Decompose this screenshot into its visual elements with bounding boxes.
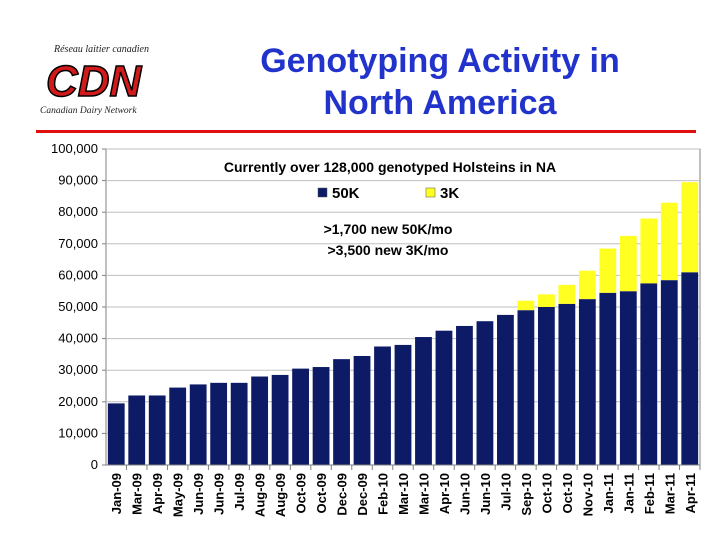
bar-50k (640, 283, 658, 465)
bar-50k (189, 384, 207, 465)
y-tick-label: 60,000 (58, 267, 98, 282)
x-tick-label: Nov-10 (580, 473, 595, 516)
y-tick-label: 70,000 (58, 236, 98, 251)
x-tick-label: Mar-09 (130, 473, 145, 515)
title-divider (36, 130, 696, 133)
x-tick-label: Sep-10 (519, 473, 534, 516)
logo-mark-text: CDN (46, 57, 143, 104)
x-tick-label: Apr-09 (150, 473, 165, 514)
bar-3k (681, 182, 699, 273)
x-tick-label: Mar-10 (396, 473, 411, 515)
bar-3k (660, 202, 678, 281)
bar-50k (292, 368, 309, 465)
bar-50k (497, 314, 514, 465)
x-tick-label: Oct-09 (294, 473, 309, 513)
x-tick-label: Feb-10 (376, 473, 391, 515)
x-tick-label: Jan-09 (109, 473, 124, 514)
y-tick-label: 10,000 (58, 425, 98, 440)
bar-50k (312, 367, 330, 465)
bar-50k (660, 280, 678, 465)
bar-50k (148, 395, 166, 465)
bar-50k (476, 321, 494, 465)
x-tick-label: Jul-09 (232, 473, 247, 511)
bar-3k (619, 235, 637, 292)
x-tick-label: Oct-10 (560, 473, 575, 513)
note-50k-rate: >1,700 new 50K/mo (324, 221, 453, 237)
bar-50k (558, 303, 576, 465)
bar-3k (599, 248, 617, 293)
bar-3k (640, 218, 658, 284)
logo-tagline-french: Réseau laitier canadien (54, 44, 149, 55)
note-3k-rate: >3,500 new 3K/mo (327, 242, 448, 258)
y-tick-label: 100,000 (51, 141, 98, 156)
x-tick-label: Jun-09 (191, 473, 206, 515)
cdn-logo-mark: CDN (45, 56, 143, 104)
bar-50k (251, 376, 269, 465)
x-tick-label: Feb-11 (642, 473, 657, 514)
page-title: Genotyping Activity in North America (220, 40, 660, 124)
x-tick-label: Mar-11 (662, 473, 677, 514)
legend-swatch (317, 187, 328, 198)
bar-50k (333, 359, 350, 465)
chart-legend: 50K 3K (317, 185, 459, 202)
bar-3k (578, 270, 596, 300)
bar-50k (599, 292, 617, 465)
x-tick-label: May-09 (171, 473, 186, 517)
y-tick-label: 50,000 (58, 299, 98, 314)
x-tick-label: Jul-10 (498, 473, 513, 511)
x-tick-label: Aug-09 (253, 473, 268, 517)
bar-50k (169, 387, 187, 465)
bar-3k (537, 294, 555, 307)
bar-50k (619, 291, 637, 465)
x-tick-label: Oct-09 (314, 473, 329, 513)
x-tick-label: Dec-09 (355, 473, 370, 516)
x-tick-label: Jun-09 (212, 473, 227, 515)
title-line-2: North America (323, 84, 557, 122)
logo-tagline-english: Canadian Dairy Network (40, 106, 137, 116)
y-tick-label: 30,000 (58, 362, 98, 377)
x-axis: Jan-09 Mar-09 Apr-09 May-09 Jun-09 Jun-09 Jul-… (106, 464, 701, 517)
x-tick-label: Mar-10 (416, 473, 431, 515)
y-tick-label: 20,000 (58, 394, 98, 409)
bar-50k (394, 344, 412, 465)
bar-50k (435, 330, 453, 465)
x-tick-label: Apr-10 (437, 473, 452, 514)
bar-50k (456, 325, 473, 465)
bar-50k (107, 403, 125, 465)
bars (107, 182, 699, 465)
bar-50k (271, 374, 289, 465)
x-tick-label: Dec-09 (335, 473, 350, 516)
x-tick-label: Jun-10 (457, 473, 472, 515)
cdn-logo: Réseau laitier canadien CDN Canadian Dai… (36, 44, 176, 120)
bar-50k (517, 310, 535, 465)
x-tick-label: Aug-09 (273, 473, 288, 517)
y-tick-label: 0 (91, 457, 98, 472)
legend-label: 3K (440, 185, 459, 202)
y-axis: 0 10,000 20,000 30,000 40,000 50,000 60,000 70,… (51, 141, 106, 472)
chart-annotation: Currently over 128,000 genotyped Holstei… (224, 159, 556, 175)
title-line-1: Genotyping Activity in (260, 42, 620, 80)
y-tick-label: 90,000 (58, 173, 98, 188)
y-tick-label: 40,000 (58, 331, 98, 346)
bar-50k (353, 355, 371, 465)
x-tick-label: Apr-11 (683, 473, 698, 513)
legend-label: 50K (332, 185, 360, 202)
bar-50k (681, 272, 699, 465)
x-tick-label: Jan-11 (621, 473, 636, 513)
bar-3k (558, 284, 576, 304)
bar-50k (374, 346, 391, 465)
legend-swatch (425, 187, 436, 198)
bar-50k (537, 307, 555, 465)
bar-50k (230, 382, 248, 465)
y-tick-label: 80,000 (58, 204, 98, 219)
bar-50k (128, 395, 146, 465)
x-tick-label: Jan-11 (601, 473, 616, 513)
bar-50k (210, 382, 228, 465)
x-tick-label: Oct-10 (539, 473, 554, 513)
bar-50k (415, 337, 432, 465)
x-tick-label: Jun-10 (478, 473, 493, 515)
bar-3k (517, 300, 535, 311)
bar-50k (578, 299, 596, 465)
